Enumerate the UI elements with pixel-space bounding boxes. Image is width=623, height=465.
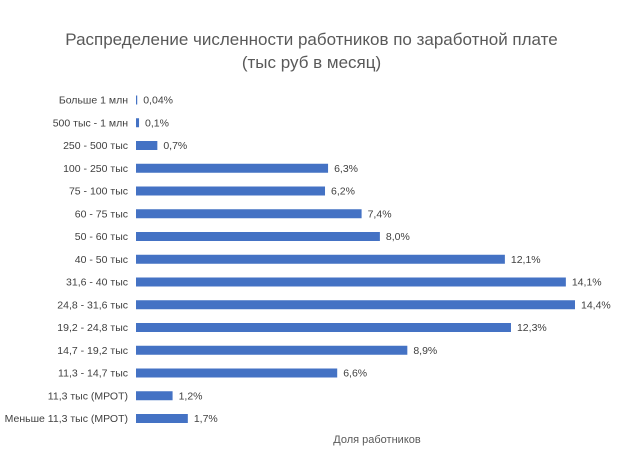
category-label: 100 - 250 тыс bbox=[63, 163, 128, 175]
category-label: 50 - 60 тыс bbox=[75, 231, 128, 243]
chart-title-line-1: Распределение численности работников по … bbox=[65, 30, 558, 49]
data-label: 6,6% bbox=[343, 368, 367, 380]
category-label: 24,8 - 31,6 тыс bbox=[57, 299, 128, 311]
bar bbox=[136, 345, 408, 355]
bar bbox=[136, 186, 326, 196]
category-label: Больше 1 млн bbox=[59, 95, 128, 107]
bar bbox=[136, 391, 173, 401]
bar bbox=[136, 163, 329, 173]
category-label: 11,3 - 14,7 тыс bbox=[58, 368, 128, 380]
bar bbox=[136, 254, 505, 264]
data-label: 0,04% bbox=[143, 95, 173, 107]
category-label: 19,2 - 24,8 тыс bbox=[57, 322, 128, 334]
data-label: 14,4% bbox=[581, 299, 611, 311]
category-label: 40 - 50 тыс bbox=[75, 254, 128, 266]
category-label: 500 тыс - 1 млн bbox=[53, 117, 128, 129]
bar bbox=[136, 118, 140, 128]
category-label: 31,6 - 40 тыс bbox=[66, 277, 128, 289]
data-label: 12,3% bbox=[517, 322, 547, 334]
data-label: 6,3% bbox=[334, 163, 358, 175]
category-label: 75 - 100 тыс bbox=[69, 186, 128, 198]
bar bbox=[136, 232, 380, 241]
category-label: 14,7 - 19,2 тыс bbox=[57, 345, 128, 357]
data-label: 7,4% bbox=[368, 208, 392, 220]
data-label: 8,0% bbox=[386, 231, 410, 243]
data-label: 1,7% bbox=[194, 413, 218, 425]
data-label: 12,1% bbox=[511, 254, 541, 266]
category-label: 60 - 75 тыс bbox=[75, 208, 128, 220]
bar bbox=[136, 300, 575, 310]
data-label: 1,2% bbox=[179, 390, 203, 402]
x-axis-label: Доля работников bbox=[333, 434, 421, 446]
data-label: 0,1% bbox=[145, 117, 169, 129]
category-label: 250 - 500 тыс bbox=[63, 140, 128, 152]
chart-title-line-2: (тыс руб в месяц) bbox=[241, 53, 382, 72]
bar bbox=[136, 368, 338, 378]
data-label: 8,9% bbox=[413, 345, 437, 357]
bar bbox=[136, 323, 511, 332]
bar bbox=[136, 209, 362, 219]
category-label: Меньше 11,3 тыс (МРОТ) bbox=[5, 413, 128, 425]
bar bbox=[136, 414, 188, 423]
data-label: 14,1% bbox=[572, 277, 602, 289]
data-label: 6,2% bbox=[331, 186, 355, 198]
data-label: 0,7% bbox=[163, 140, 187, 152]
bar bbox=[136, 95, 138, 105]
category-label: 11,3 тыс (МРОТ) bbox=[48, 390, 128, 402]
bar bbox=[136, 277, 566, 287]
bar bbox=[136, 141, 158, 150]
